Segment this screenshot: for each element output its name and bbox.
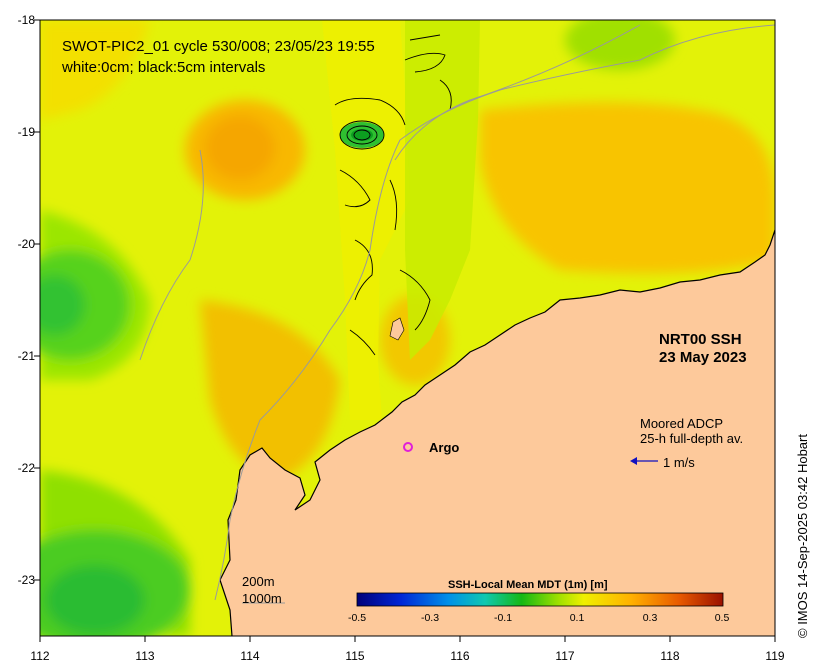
y-tick-label: -22 xyxy=(17,461,35,475)
product-line-1: NRT00 SSH xyxy=(659,331,742,348)
colorbar-tick: -0.1 xyxy=(493,612,513,624)
adcp-legend: Moored ADCP 25-h full-depth av. xyxy=(640,416,743,446)
argo-float-marker xyxy=(403,442,413,452)
adcp-scale-arrow xyxy=(630,457,658,465)
coastline xyxy=(219,229,775,636)
title-line-1: SWOT-PIC2_01 cycle 530/008; 23/05/23 19:… xyxy=(62,38,375,55)
x-tick-label: 119 xyxy=(765,649,785,663)
map-title: SWOT-PIC2_01 cycle 530/008; 23/05/23 19:… xyxy=(62,36,375,78)
colorbar xyxy=(356,592,724,607)
land-australia xyxy=(220,230,775,636)
adcp-line-1: Moored ADCP xyxy=(640,416,724,431)
x-tick-label: 112 xyxy=(30,649,50,663)
plot-frame xyxy=(39,19,776,637)
imos-credit: © IMOS 14-Sep-2025 03:42 Hobart xyxy=(795,434,810,638)
axis-ticks xyxy=(34,19,776,642)
ssh-contours xyxy=(334,34,452,356)
isobath-200-label: 200m xyxy=(242,574,275,589)
colorbar-tick: 0.5 xyxy=(714,612,730,624)
colorbar-title: SSH-Local Mean MDT (1m) [m] xyxy=(448,579,608,591)
x-tick-label: 115 xyxy=(345,649,365,663)
argo-label: Argo xyxy=(429,440,460,455)
x-tick-label: 117 xyxy=(555,649,575,663)
y-tick-label: -20 xyxy=(17,237,35,251)
x-tick-label: 113 xyxy=(135,649,155,663)
colorbar-tick: 0.1 xyxy=(569,612,585,624)
adcp-scale-label: 1 m/s xyxy=(663,455,695,470)
product-date: 23 May 2023 xyxy=(659,349,747,366)
x-tick-label: 118 xyxy=(660,649,680,663)
colorbar-tick: 0.3 xyxy=(642,612,658,624)
x-tick-label: 114 xyxy=(240,649,260,663)
colorbar-tick: -0.5 xyxy=(347,612,367,624)
x-tick-label: 116 xyxy=(450,649,470,663)
y-tick-label: -18 xyxy=(17,13,35,27)
colorbar-tick: -0.3 xyxy=(420,612,440,624)
product-label: NRT00 SSH 23 May 2023 xyxy=(659,331,747,367)
isobath-1000-label: 1000m xyxy=(242,591,282,606)
y-tick-label: -23 xyxy=(17,573,35,587)
y-tick-label: -21 xyxy=(17,349,35,363)
y-tick-label: -19 xyxy=(17,125,35,139)
title-line-2: white:0cm; black:5cm intervals xyxy=(62,59,266,76)
adcp-line-2: 25-h full-depth av. xyxy=(640,431,744,446)
isobaths xyxy=(139,24,775,601)
